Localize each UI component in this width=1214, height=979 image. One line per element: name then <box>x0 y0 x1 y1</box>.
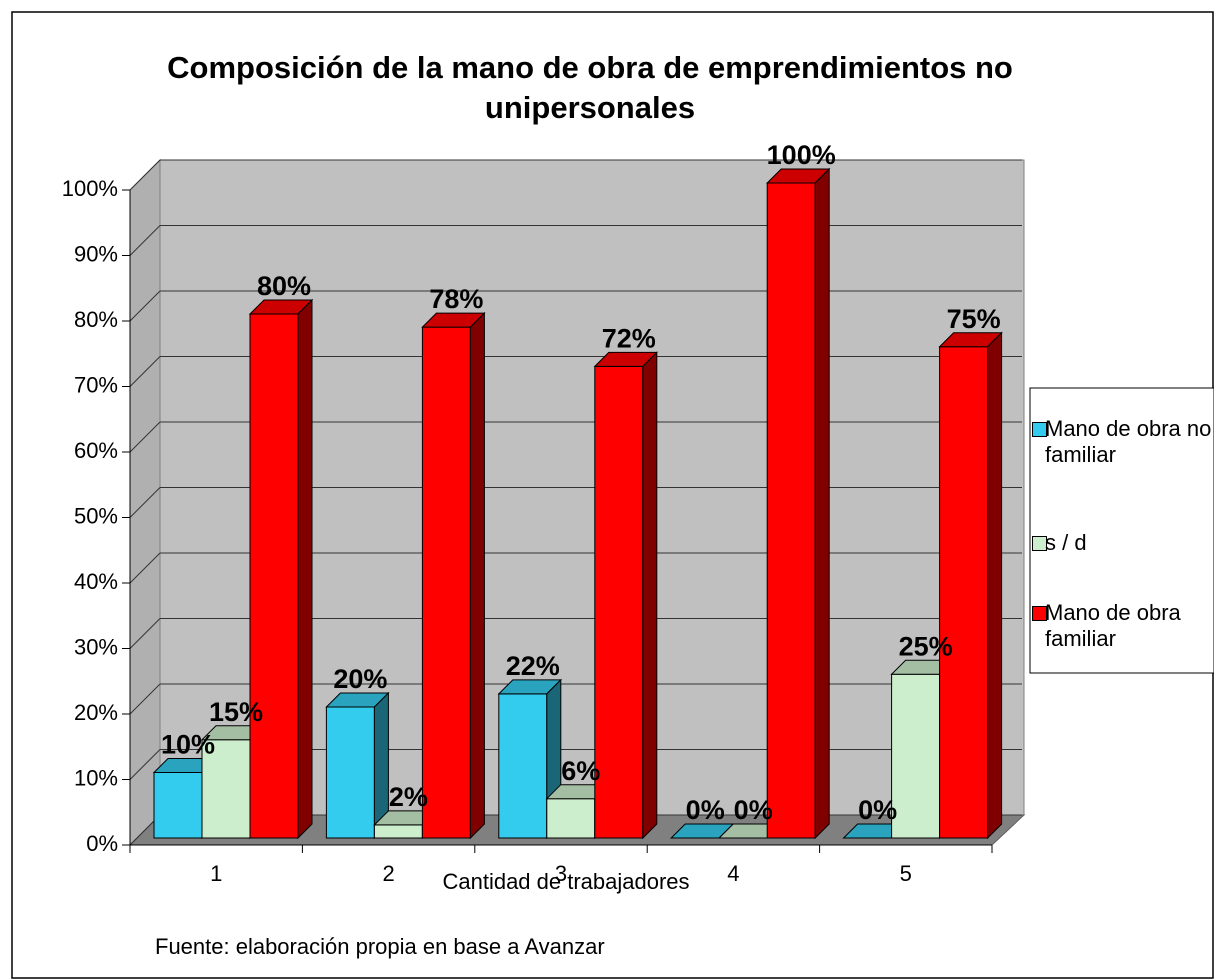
bar <box>248 298 314 840</box>
y-tick-label: 50% <box>74 503 118 528</box>
x-tick-label: 4 <box>727 861 739 886</box>
bar-front <box>546 798 596 839</box>
bars <box>152 167 1003 840</box>
grid-line <box>129 552 161 584</box>
data-label: 20% <box>333 664 387 694</box>
bar-front <box>421 326 471 839</box>
grid-line <box>129 683 161 715</box>
data-label: 75% <box>947 304 1001 334</box>
legend-swatch <box>1032 536 1047 551</box>
legend-swatch <box>1032 422 1047 437</box>
bar-side <box>987 331 1003 840</box>
y-tick-label: 40% <box>74 569 118 594</box>
x-tick-label: 2 <box>382 861 394 886</box>
bar-front <box>153 772 203 839</box>
legend-label: Mano de obra familiar <box>1045 600 1181 651</box>
x-tick-label: 3 <box>555 861 567 886</box>
source-note: Fuente: elaboración propia en base a Ava… <box>155 934 605 959</box>
bar-side <box>297 298 313 840</box>
bar <box>593 351 659 840</box>
grid-line <box>129 159 161 191</box>
data-label: 100% <box>767 140 836 170</box>
x-tick-label: 1 <box>210 861 222 886</box>
data-label: 78% <box>429 284 483 314</box>
data-label: 0% <box>734 795 773 825</box>
bar-front <box>891 673 941 839</box>
legend-swatch <box>1032 606 1047 621</box>
bar-front <box>325 706 375 839</box>
bar <box>938 331 1003 840</box>
data-label: 0% <box>686 795 725 825</box>
data-label: 25% <box>899 631 953 661</box>
grid-line <box>129 618 161 649</box>
x-axis-label: Cantidad de trabajadores <box>442 869 689 894</box>
bar-front <box>373 824 423 839</box>
grid-line <box>129 225 161 256</box>
data-label: 2% <box>389 782 428 812</box>
data-label: 15% <box>209 697 263 727</box>
legend-label: Mano de obra no familiar <box>1045 416 1212 467</box>
bar-side <box>814 167 830 840</box>
bar <box>325 691 390 840</box>
grid-line <box>129 749 161 780</box>
data-label: 0% <box>858 795 897 825</box>
bar <box>765 167 831 840</box>
bar-front <box>249 313 299 839</box>
y-tick-label: 30% <box>74 634 118 659</box>
y-tick-label: 90% <box>74 241 118 266</box>
y-tick-label: 20% <box>74 700 118 725</box>
y-tick-label: 80% <box>74 307 118 332</box>
data-label: 80% <box>257 271 311 301</box>
y-tick-label: 70% <box>74 372 118 397</box>
x-tick-label: 5 <box>900 861 912 886</box>
legend-label: s / d <box>1045 530 1087 555</box>
bar-side <box>642 351 658 840</box>
data-label: 10% <box>161 730 215 760</box>
bar-side <box>469 311 485 840</box>
data-label: 22% <box>506 651 560 681</box>
chart-title: Composición de la mano de obra de empren… <box>167 50 1013 125</box>
legend-box <box>1029 387 1214 674</box>
y-tick-label: 0% <box>86 831 118 856</box>
bar-front <box>939 346 989 839</box>
bar-front <box>766 182 816 839</box>
y-tick-label: 60% <box>74 438 118 463</box>
y-tick-label: 10% <box>74 765 118 790</box>
bar-front <box>498 693 548 839</box>
bar-front <box>201 739 251 839</box>
grid-line <box>129 290 161 322</box>
grid-line <box>129 487 161 518</box>
bar <box>421 311 486 840</box>
bar-front <box>594 365 644 839</box>
grid-line <box>129 421 161 453</box>
data-label: 6% <box>561 756 600 786</box>
y-tick-label: 100% <box>62 176 118 201</box>
data-label: 72% <box>602 324 656 354</box>
grid-line <box>129 356 161 387</box>
